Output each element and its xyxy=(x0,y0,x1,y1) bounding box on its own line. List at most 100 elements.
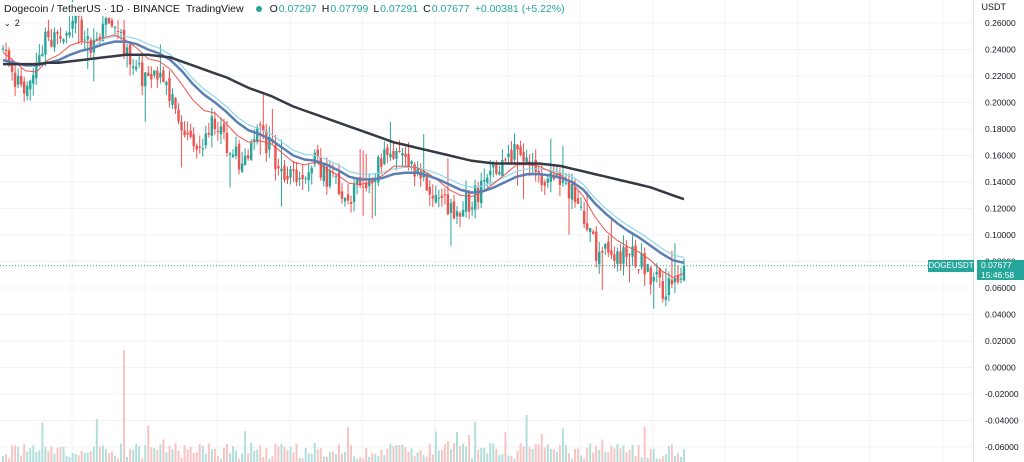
symbol-name[interactable]: Dogecoin / TetherUS xyxy=(4,3,101,15)
volume-bar xyxy=(340,453,343,462)
volume-bar xyxy=(655,458,658,462)
candle-body xyxy=(29,80,32,90)
volume-bar xyxy=(168,445,171,462)
volume-bar xyxy=(117,458,120,462)
low-value: 0.07291 xyxy=(380,3,419,15)
volume-bar xyxy=(295,443,298,462)
axis-unit-label[interactable]: USDT xyxy=(981,2,1007,12)
candle-body xyxy=(219,126,223,135)
volume-bar xyxy=(38,450,41,462)
volume-bar xyxy=(247,453,250,462)
volume-bar xyxy=(395,444,398,462)
volume-bar xyxy=(286,450,289,462)
candle-body xyxy=(455,211,459,217)
candle-body xyxy=(322,162,326,182)
candle-body xyxy=(549,172,553,182)
indicator-count: 2 xyxy=(14,18,20,28)
volume-bar xyxy=(513,458,516,462)
volume-bar xyxy=(583,458,586,462)
volume-bar xyxy=(631,444,634,462)
candle-body xyxy=(246,155,250,159)
candle-body xyxy=(555,174,559,176)
candle-body xyxy=(228,153,232,155)
candle-body xyxy=(637,269,640,271)
candle-body xyxy=(537,171,540,173)
candle-body xyxy=(504,159,507,161)
candle-body xyxy=(274,145,277,170)
volume-bar xyxy=(434,431,437,462)
candle-body xyxy=(150,73,153,80)
y-tick-label: 0.02000 xyxy=(985,336,1016,346)
volume-bar xyxy=(8,458,11,462)
y-tick-label: 0.26000 xyxy=(985,18,1016,28)
volume-bar xyxy=(126,456,129,462)
volume-bar xyxy=(574,448,577,462)
candle-body xyxy=(425,173,428,191)
volume-bar xyxy=(386,448,389,462)
indicators-toggle[interactable]: ⌄ 2 xyxy=(4,18,20,28)
y-tick-label: 0.16000 xyxy=(985,151,1016,161)
volume-bar xyxy=(29,448,32,462)
chevron-down-icon[interactable]: ⌄ xyxy=(4,18,11,28)
candle-body xyxy=(53,32,56,48)
candle-body xyxy=(325,166,329,187)
candle-body xyxy=(525,157,528,164)
volume-bar xyxy=(129,448,132,462)
volume-bar xyxy=(298,457,301,462)
candle-body xyxy=(237,143,241,170)
volume-bar xyxy=(667,445,670,462)
volume-bar xyxy=(68,457,71,462)
volume-bar xyxy=(192,453,195,462)
y-tick-label: 0.18000 xyxy=(985,124,1016,134)
volume-bar xyxy=(95,419,98,462)
volume-bar xyxy=(616,443,619,462)
candle-body xyxy=(189,130,192,137)
volume-bar xyxy=(86,452,89,462)
candle-body xyxy=(570,184,574,200)
volume-bar xyxy=(113,455,116,462)
candle-body xyxy=(519,146,522,155)
volume-bar xyxy=(625,452,628,462)
candle-body xyxy=(71,20,74,29)
candle-body xyxy=(153,70,156,76)
candle-body xyxy=(22,81,26,94)
candle-body xyxy=(616,251,619,264)
volume-bar xyxy=(531,448,534,462)
candle-body xyxy=(498,171,501,175)
ma-line-2 xyxy=(2,40,685,265)
volume-bar xyxy=(446,441,449,462)
ma-line-3 xyxy=(3,53,685,201)
volume-bar xyxy=(71,452,74,462)
volume-bar xyxy=(425,456,428,462)
volume-bar xyxy=(519,443,522,462)
candle-body xyxy=(510,149,513,163)
candle-body xyxy=(44,31,47,55)
volume-bar xyxy=(371,453,374,462)
candle-body xyxy=(501,159,504,176)
volume-bar xyxy=(456,431,458,462)
candle-body xyxy=(416,168,419,174)
volume-bar xyxy=(443,444,446,462)
candle-body xyxy=(38,55,41,63)
volume-bar xyxy=(280,444,283,462)
symbol-header: Dogecoin / TetherUS · 1D · BINANCE Tradi… xyxy=(4,2,574,16)
volume-bar xyxy=(670,444,673,462)
volume-bar xyxy=(23,444,26,462)
volume-bar xyxy=(301,458,304,462)
volume-bar xyxy=(498,455,501,462)
volume-bar xyxy=(77,455,80,462)
volume-bar xyxy=(213,448,216,462)
volume-bar xyxy=(452,443,455,462)
candle-body xyxy=(50,39,53,47)
candle-body xyxy=(259,124,262,126)
interval-label[interactable]: 1D xyxy=(110,3,124,15)
volume-bar xyxy=(331,451,334,462)
volume-bar xyxy=(419,450,422,462)
candle-body xyxy=(10,65,14,72)
candle-body xyxy=(107,17,111,24)
candle-body xyxy=(610,250,613,256)
volume-bar xyxy=(356,458,359,462)
candle-body xyxy=(358,176,362,186)
candle-body xyxy=(283,165,286,180)
